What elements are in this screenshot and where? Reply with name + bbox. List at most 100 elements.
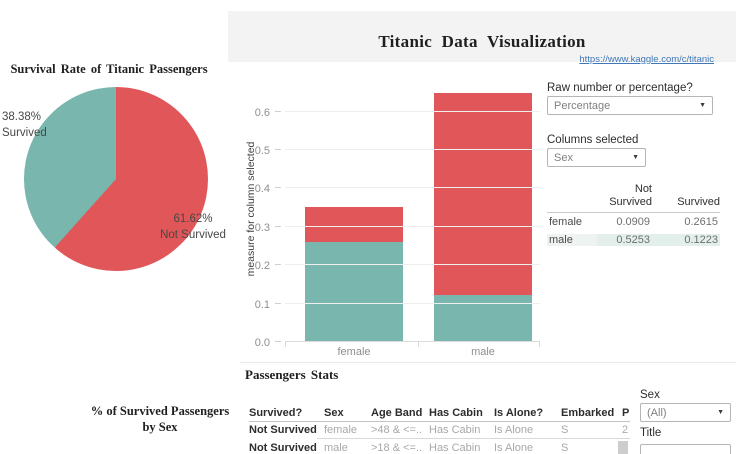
x-axis-tick bbox=[285, 342, 286, 347]
sex-filter-label: Sex bbox=[640, 389, 660, 401]
gridline bbox=[285, 341, 540, 342]
column-header: Sex bbox=[324, 407, 344, 419]
columns-dropdown-label: Columns selected bbox=[547, 134, 639, 146]
pie-label-survived-pct: 38.38% bbox=[2, 111, 42, 123]
y-tick-label: 0.3 bbox=[254, 221, 270, 234]
bottom-left-title-line2: by Sex bbox=[142, 420, 178, 434]
section-divider bbox=[240, 362, 736, 363]
gridline bbox=[285, 110, 540, 112]
bar-female-survived-segment[interactable] bbox=[305, 241, 403, 342]
columns-dropdown[interactable]: Sex ▼ bbox=[547, 148, 646, 167]
table-cell: >18 & <=.. bbox=[371, 442, 423, 454]
x-axis-tick bbox=[418, 342, 419, 347]
bar-male[interactable] bbox=[434, 93, 532, 342]
y-tick-label: 0.6 bbox=[254, 106, 270, 119]
chevron-down-icon: ▼ bbox=[632, 154, 639, 161]
column-header: Age Band bbox=[371, 407, 423, 419]
y-axis-tick bbox=[275, 110, 281, 112]
gridline bbox=[285, 187, 540, 189]
table-row[interactable]: Not Survived male >18 & <=.. Has Cabin Is Al… bbox=[249, 442, 630, 454]
passengers-header-row: Survived? Sex Age Band Has Cabin Is Alone? Em… bbox=[249, 407, 630, 421]
gridline bbox=[285, 302, 540, 304]
y-tick-label: 0.4 bbox=[254, 183, 270, 196]
sex-filter-value: (All) bbox=[647, 406, 667, 419]
pie-label-survived-text: Survived bbox=[2, 127, 47, 139]
gridline bbox=[285, 264, 540, 266]
bottom-left-title-line1: % of Survived Passengers bbox=[90, 404, 230, 418]
table-cell: Not Survived bbox=[249, 442, 317, 454]
summary-row-label: female bbox=[549, 216, 583, 228]
table-cell: Not Survived bbox=[249, 424, 317, 436]
x-tick-label-female: female bbox=[337, 346, 371, 358]
column-header: Survived? bbox=[249, 407, 303, 419]
chevron-down-icon: ▼ bbox=[699, 102, 706, 109]
table-cell: Has Cabin bbox=[429, 424, 481, 436]
summary-value: 0.2615 bbox=[684, 216, 718, 228]
bar-plot-area bbox=[285, 85, 540, 342]
gridline bbox=[285, 149, 540, 150]
pie-chart-title: Survival Rate of Titanic Passengers bbox=[10, 62, 208, 76]
header-underline bbox=[249, 421, 630, 422]
y-tick-label: 0.2 bbox=[254, 260, 270, 273]
summary-row-label: male bbox=[547, 234, 597, 246]
table-cell: S bbox=[561, 424, 569, 436]
bar-male-not-survived-segment[interactable] bbox=[434, 93, 532, 295]
summary-value: 0.5253 bbox=[597, 234, 652, 246]
column-header: Embarked bbox=[561, 407, 615, 419]
x-tick-label-male: male bbox=[471, 346, 495, 358]
measure-dropdown[interactable]: Percentage ▼ bbox=[547, 96, 713, 115]
column-header: Is Alone? bbox=[494, 407, 544, 419]
bar-female-not-survived-segment[interactable] bbox=[305, 206, 403, 242]
pie-label-survived: 38.38% Survived bbox=[2, 109, 58, 141]
y-tick-label: 0.1 bbox=[254, 298, 270, 311]
pie-chart[interactable] bbox=[24, 87, 208, 271]
column-header: P bbox=[622, 407, 630, 419]
table-cell: male bbox=[324, 442, 348, 454]
gridline bbox=[285, 225, 540, 227]
pie-label-not-survived-pct: 61.62% bbox=[173, 213, 213, 225]
y-axis-tick bbox=[275, 341, 281, 342]
bar-female[interactable] bbox=[305, 206, 403, 342]
column-header: Has Cabin bbox=[429, 407, 483, 419]
table-cell: female bbox=[324, 424, 358, 436]
table-cell: Has Cabin bbox=[429, 442, 481, 454]
table-row[interactable]: Not Survived female >48 & <=.. Has Cabin Is … bbox=[249, 424, 630, 438]
y-axis-tick bbox=[275, 264, 281, 266]
y-axis-tick bbox=[275, 225, 281, 227]
header-band: Titanic Data Visualization https://www.k… bbox=[228, 11, 736, 65]
kaggle-link[interactable]: https://www.kaggle.com/c/titanic bbox=[579, 54, 714, 65]
measure-dropdown-value: Percentage bbox=[554, 99, 611, 112]
summary-table: Not Survived Survived female 0.0909 0.26… bbox=[547, 183, 720, 249]
table-cell: S bbox=[561, 442, 569, 454]
y-tick-label: 0.0 bbox=[254, 337, 270, 349]
table-cell: Is Alone bbox=[494, 424, 534, 436]
chevron-down-icon: ▼ bbox=[717, 409, 724, 416]
table-scrollbar-thumb[interactable] bbox=[618, 441, 628, 454]
columns-dropdown-value: Sex bbox=[554, 151, 573, 164]
y-tick-label: 0.5 bbox=[254, 145, 270, 157]
summary-table-header: Not Survived Survived bbox=[547, 183, 720, 213]
summary-row-male[interactable]: male 0.5253 0.1223 bbox=[547, 231, 720, 249]
summary-value: 0.0909 bbox=[616, 216, 650, 228]
summary-header-not-survived: Not Survived bbox=[609, 183, 652, 208]
y-axis-tick bbox=[275, 187, 281, 189]
measure-dropdown-label: Raw number or percentage? bbox=[547, 82, 693, 94]
row-separator bbox=[317, 438, 630, 439]
sex-filter-dropdown[interactable]: (All) ▼ bbox=[640, 403, 731, 422]
summary-row-female[interactable]: female 0.0909 0.2615 bbox=[547, 213, 720, 231]
y-axis-tick bbox=[275, 302, 281, 304]
bar-y-axis: 0.0 0.1 0.2 0.3 0.4 0.5 0.6 bbox=[244, 85, 285, 349]
title-filter-dropdown[interactable] bbox=[640, 444, 731, 454]
passengers-stats-title: Passengers Stats bbox=[245, 367, 339, 382]
pie-label-not-survived-text: Not Survived bbox=[160, 229, 226, 241]
table-cell: 2 bbox=[622, 424, 629, 436]
passengers-table: Survived? Sex Age Band Has Cabin Is Alone? Em… bbox=[249, 405, 630, 454]
y-axis-tick bbox=[275, 149, 281, 150]
table-cell: >48 & <=.. bbox=[371, 424, 423, 436]
title-filter-label: Title bbox=[640, 427, 662, 439]
table-cell: Is Alone bbox=[494, 442, 534, 454]
pie-label-not-survived: 61.62% Not Survived bbox=[150, 211, 236, 243]
bottom-left-chart-title: % of Survived Passengers by Sex bbox=[55, 403, 265, 435]
summary-value: 0.1223 bbox=[652, 234, 720, 246]
